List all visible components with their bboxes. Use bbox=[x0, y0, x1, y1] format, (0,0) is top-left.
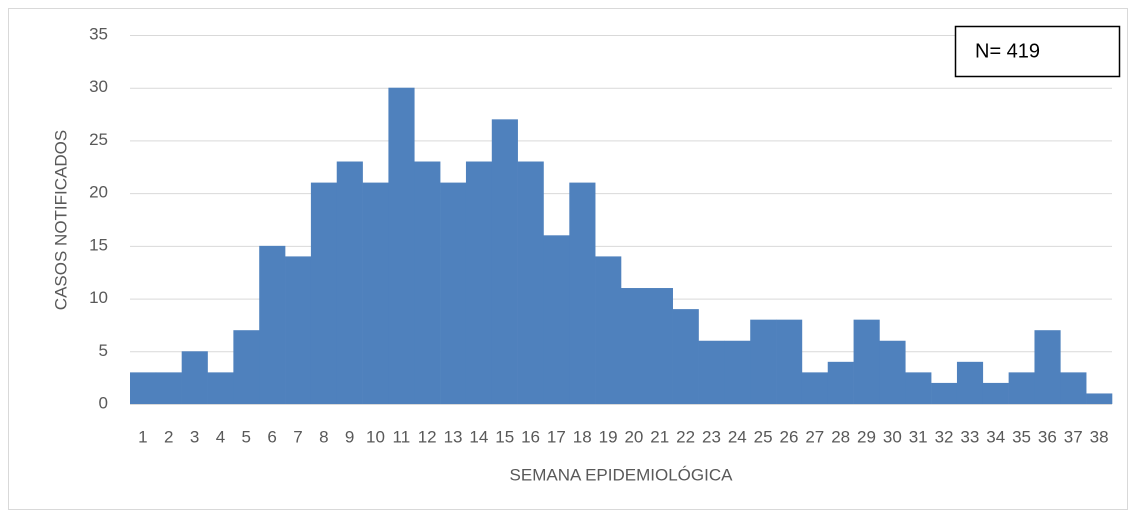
y-tick-label: 20 bbox=[89, 183, 108, 202]
x-tick-label: 16 bbox=[521, 427, 540, 446]
bar bbox=[543, 235, 570, 404]
bar bbox=[233, 330, 260, 404]
x-tick-label: 20 bbox=[624, 427, 643, 446]
x-tick-label: 2 bbox=[164, 427, 173, 446]
bar bbox=[905, 372, 932, 404]
bar bbox=[776, 319, 803, 404]
y-tick-label: 30 bbox=[89, 77, 108, 96]
x-tick-label: 4 bbox=[216, 427, 225, 446]
bar bbox=[1086, 393, 1113, 404]
bar bbox=[388, 87, 415, 404]
x-tick-label: 7 bbox=[293, 427, 302, 446]
bar bbox=[414, 161, 441, 404]
y-tick-label: 15 bbox=[89, 235, 108, 254]
x-tick-label: 31 bbox=[909, 427, 928, 446]
x-tick-label: 14 bbox=[469, 427, 488, 446]
bar bbox=[130, 372, 157, 404]
x-axis-title: SEMANA EPIDEMIOLÓGICA bbox=[510, 465, 734, 484]
x-tick-label: 25 bbox=[754, 427, 773, 446]
x-tick-label: 10 bbox=[366, 427, 385, 446]
bar bbox=[956, 361, 984, 404]
x-tick-label: 33 bbox=[960, 427, 979, 446]
bar bbox=[931, 382, 958, 404]
x-tick-label: 34 bbox=[986, 427, 1005, 446]
x-tick-label: 9 bbox=[345, 427, 354, 446]
bar bbox=[982, 382, 1009, 404]
bar bbox=[646, 288, 673, 404]
bar bbox=[1060, 372, 1087, 404]
x-tick-label: 36 bbox=[1038, 427, 1057, 446]
bar bbox=[285, 256, 312, 404]
x-tick-label: 22 bbox=[676, 427, 695, 446]
bars bbox=[130, 87, 1113, 404]
bar bbox=[879, 340, 906, 404]
y-tick-label: 5 bbox=[99, 341, 108, 360]
bar bbox=[155, 372, 182, 404]
bar bbox=[1008, 372, 1035, 404]
annotation: N= 419 bbox=[975, 40, 1040, 62]
x-tick-label: 28 bbox=[831, 427, 850, 446]
bar bbox=[207, 372, 234, 404]
y-tick-label: 0 bbox=[99, 393, 108, 412]
bar bbox=[336, 161, 363, 404]
x-tick-label: 24 bbox=[728, 427, 747, 446]
x-tick-label: 17 bbox=[547, 427, 566, 446]
bar bbox=[595, 256, 622, 404]
bar bbox=[181, 351, 208, 404]
x-tick-label: 11 bbox=[393, 427, 411, 446]
x-tick-label: 37 bbox=[1064, 427, 1083, 446]
x-tick-label: 18 bbox=[573, 427, 592, 446]
bar bbox=[259, 245, 286, 404]
bar bbox=[750, 319, 777, 404]
bar bbox=[801, 372, 829, 404]
bar bbox=[491, 119, 518, 404]
x-tick-label: 5 bbox=[242, 427, 251, 446]
bar bbox=[569, 182, 596, 404]
x-tick-label: 15 bbox=[495, 427, 514, 446]
bar bbox=[724, 340, 751, 404]
x-tick-label: 19 bbox=[599, 427, 618, 446]
x-tick-label: 35 bbox=[1012, 427, 1031, 446]
bar bbox=[517, 161, 544, 404]
bar bbox=[827, 361, 854, 404]
bar bbox=[440, 182, 467, 404]
x-tick-label: 23 bbox=[702, 427, 721, 446]
x-tick-label: 27 bbox=[805, 427, 824, 446]
x-tick-label: 1 bbox=[138, 427, 147, 446]
bar bbox=[1034, 330, 1061, 404]
x-tick-label: 6 bbox=[267, 427, 276, 446]
x-tick-label: 13 bbox=[444, 427, 463, 446]
x-tick-label: 30 bbox=[883, 427, 902, 446]
x-tick-label: 26 bbox=[780, 427, 799, 446]
bar bbox=[621, 288, 648, 404]
x-tick-label: 12 bbox=[418, 427, 437, 446]
y-axis-title: CASOS NOTIFICADOS bbox=[51, 130, 70, 310]
x-tick-label: 21 bbox=[650, 427, 669, 446]
x-tick-label: 3 bbox=[190, 427, 199, 446]
bar bbox=[310, 182, 338, 404]
y-tick-label: 10 bbox=[89, 288, 108, 307]
y-tick-label: 35 bbox=[89, 24, 108, 43]
y-tick-label: 25 bbox=[89, 130, 108, 149]
bar bbox=[853, 319, 880, 404]
annotation-box bbox=[954, 25, 1121, 78]
x-tick-label: 29 bbox=[857, 427, 876, 446]
bar bbox=[698, 340, 725, 404]
x-tick-label: 38 bbox=[1090, 427, 1109, 446]
bar bbox=[362, 182, 389, 404]
bar bbox=[465, 161, 493, 404]
x-tick-label: 32 bbox=[935, 427, 954, 446]
x-tick-label: 8 bbox=[319, 427, 328, 446]
bar bbox=[672, 309, 699, 404]
